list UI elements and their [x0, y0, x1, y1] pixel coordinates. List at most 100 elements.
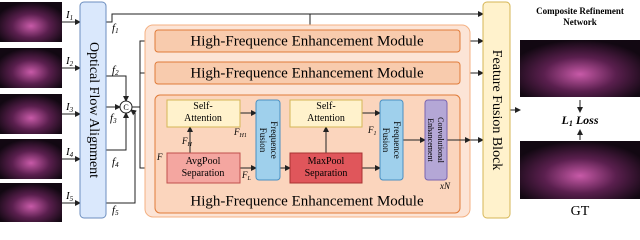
self-attention-label: Self-Attention: [307, 101, 345, 124]
line: Fusion: [258, 128, 268, 153]
line: Separation: [182, 168, 225, 179]
feature-label: f2: [112, 64, 119, 77]
line: Attention: [307, 113, 345, 124]
sub: 4: [115, 161, 119, 169]
line: Separation: [305, 168, 348, 179]
conv-box: [424, 99, 448, 181]
line: Network: [563, 17, 597, 27]
sub: 3: [69, 106, 74, 114]
arrow: [106, 112, 129, 151]
base: F: [241, 170, 248, 180]
maxpool-label: MaxPool Separation: [305, 156, 348, 179]
frame: [0, 94, 62, 134]
sub: H1: [239, 133, 247, 139]
line: Convolutional: [436, 117, 445, 164]
frequence-fusion-box: [255, 99, 281, 181]
sub: 1: [70, 14, 74, 22]
signal-label: F: [156, 152, 163, 162]
frame: [0, 183, 62, 222]
concat-node: [119, 100, 133, 114]
sub: 1: [569, 119, 573, 128]
gt-label: GT: [571, 204, 590, 219]
line: Frequence: [269, 121, 279, 158]
sub: 4: [70, 151, 74, 159]
refinement-title: Composite Refinement Network: [536, 6, 624, 27]
base: f: [112, 156, 117, 168]
line: AvgPool: [186, 156, 221, 167]
sub: 5: [70, 195, 74, 203]
maxpool-box: [289, 152, 363, 184]
line: Self-: [316, 101, 335, 112]
avgpool-label: AvgPool Separation: [182, 156, 225, 179]
frequence-fusion-label: FrequenceFusion: [258, 121, 279, 158]
optical-flow-label: Optical Flow Alignment: [86, 42, 101, 178]
feature-label: f1: [112, 22, 119, 35]
base: I: [65, 146, 71, 158]
feature-label: f3: [110, 112, 117, 125]
hfem-box: [154, 29, 461, 53]
arrow: [106, 109, 137, 204]
signal-label: FL: [241, 170, 252, 182]
base: F: [181, 136, 188, 146]
self-attention-box: [289, 99, 363, 128]
inner-arrows: [187, 110, 471, 171]
hfem-label: High-Frequence Enhancement Module: [190, 65, 424, 81]
repeat-label: xN: [439, 181, 451, 191]
hfem-label: High-Frequence Enhancement Module: [190, 33, 424, 49]
signal-labels: FH FH1 F FL F1 xN: [156, 125, 451, 191]
line: Enhancement: [426, 118, 435, 162]
arrow: [106, 11, 484, 23]
arrow: [106, 75, 129, 102]
frequence-fusion-label: FrequenceFusion: [381, 121, 402, 158]
input-label: I5: [65, 190, 74, 203]
sub: L: [247, 176, 252, 182]
input-frames: [0, 2, 62, 222]
hfem-label: High-Frequence Enhancement Module: [190, 193, 424, 209]
output-image: [520, 40, 640, 97]
sub: 2: [115, 69, 119, 77]
input-label: I2: [65, 55, 74, 68]
base: f: [110, 112, 115, 124]
line: Frequence: [392, 121, 402, 158]
concat-label: C: [123, 103, 128, 112]
sub: 3: [112, 117, 117, 125]
base: f: [112, 22, 117, 34]
sub: 2: [70, 60, 74, 68]
base: f: [112, 204, 117, 216]
base: I: [65, 9, 71, 21]
line: Composite Refinement: [536, 6, 624, 16]
signal-label: F1: [367, 125, 377, 137]
signal-label: FH: [181, 136, 193, 148]
feature-label: f5: [112, 204, 119, 217]
input-label: I1: [65, 9, 73, 22]
sub: 1: [115, 27, 119, 35]
sub: 1: [374, 131, 377, 137]
rest: Loss: [575, 113, 599, 127]
base: F: [233, 127, 240, 137]
frame: [0, 2, 62, 42]
optical-flow-box: [79, 1, 107, 219]
line: Attention: [184, 113, 222, 124]
self-attention-label: Self-Attention: [184, 101, 222, 124]
input-label: I4: [65, 146, 74, 159]
line: Self-: [193, 101, 212, 112]
base: I: [65, 55, 71, 67]
diagram: Optical Flow Alignment I1 I2 I3 I4 I5 f1…: [0, 1, 640, 222]
loss-label: L1 Loss: [560, 113, 598, 128]
feature-label: f4: [112, 156, 119, 169]
fusion-box: [482, 1, 511, 219]
line: Fusion: [381, 128, 391, 153]
fusion-label: Feature Fusion Block: [489, 50, 504, 171]
base: I: [65, 190, 71, 202]
gt-image: [520, 141, 640, 199]
line: MaxPool: [308, 156, 345, 167]
frame: [0, 139, 62, 179]
hfem-box: [154, 61, 461, 85]
base: f: [112, 64, 117, 76]
frequence-fusion-box: [379, 99, 404, 181]
conv-label: ConvolutionalEnhancement: [426, 117, 445, 164]
feature-labels: f1 f2 f3 f4 f5: [110, 22, 119, 217]
sub: 5: [115, 209, 119, 217]
self-attention-box: [166, 99, 241, 128]
frame: [0, 48, 62, 88]
